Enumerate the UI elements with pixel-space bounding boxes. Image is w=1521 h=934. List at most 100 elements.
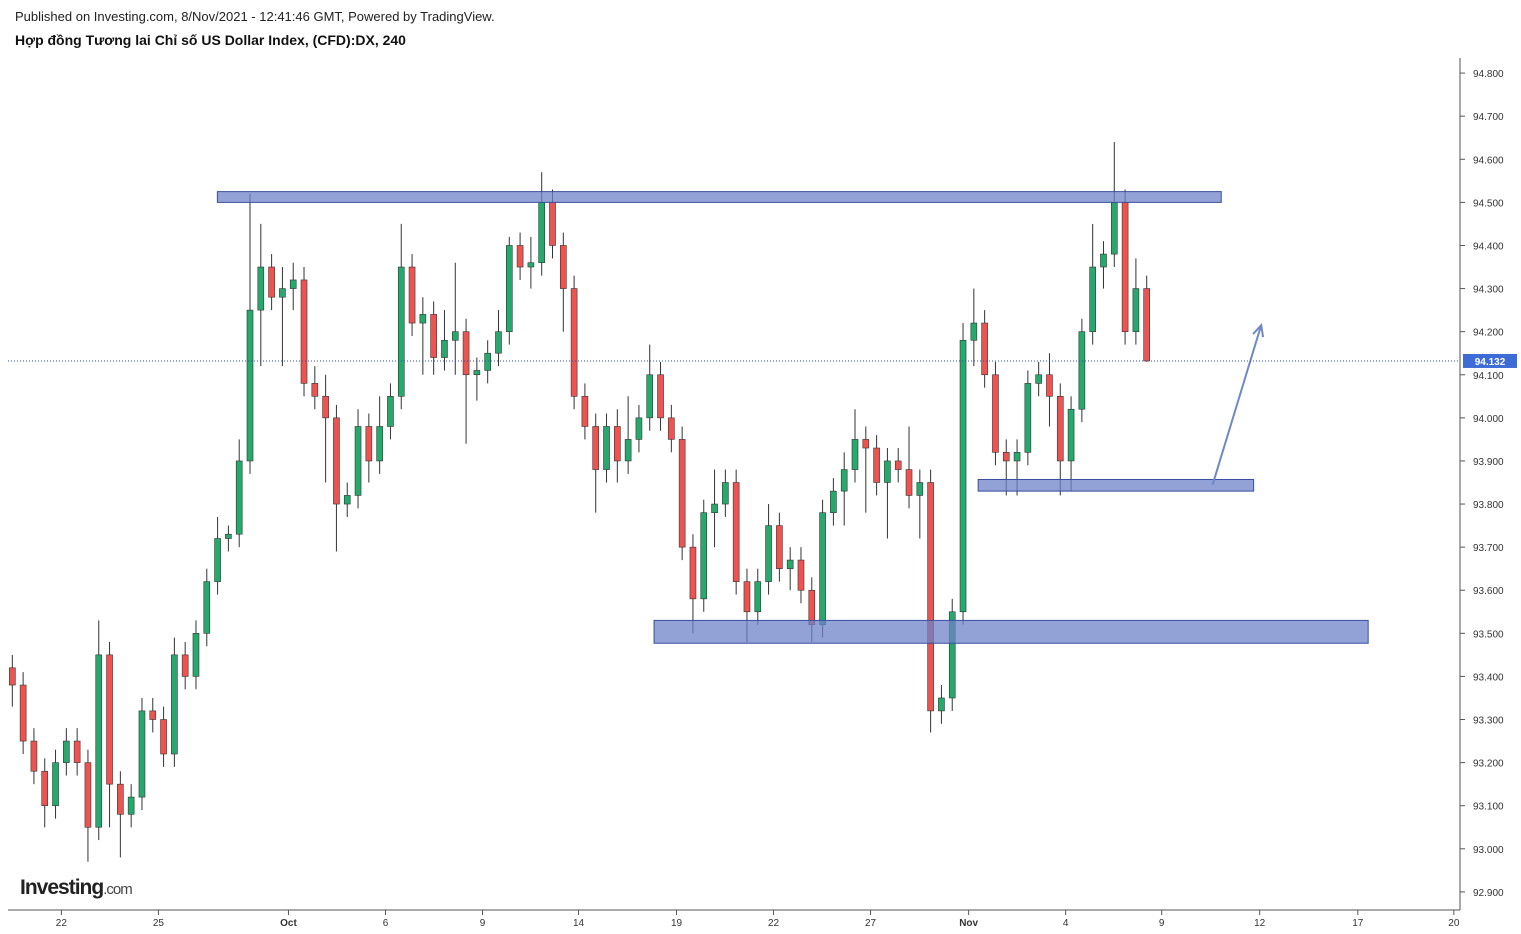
logo-suffix: .com xyxy=(103,881,132,898)
candle-body xyxy=(73,740,81,763)
candle-body xyxy=(235,460,243,535)
candle-body xyxy=(203,581,211,634)
candle-body xyxy=(1056,396,1064,462)
candle-body xyxy=(873,447,880,483)
candle-body xyxy=(549,202,556,246)
candle-body xyxy=(171,654,178,755)
candle-body xyxy=(365,426,373,462)
candle-body xyxy=(657,374,664,419)
candle-body xyxy=(776,525,783,569)
candle-body xyxy=(354,426,362,496)
candle-body xyxy=(127,796,135,815)
candle-body xyxy=(343,495,351,505)
x-tick-label: Oct xyxy=(280,918,297,929)
candle-body xyxy=(732,482,740,582)
candle-body xyxy=(765,525,772,582)
x-tick-label: 25 xyxy=(153,918,165,929)
x-tick-label: 19 xyxy=(671,918,683,929)
candle-body xyxy=(289,279,297,289)
candle-body xyxy=(1132,288,1140,332)
x-tick-label: 6 xyxy=(383,918,389,929)
y-tick-label: 93.200 xyxy=(1473,759,1504,770)
candle-body xyxy=(851,439,859,470)
candle-body xyxy=(106,654,113,785)
y-tick-label: 94.600 xyxy=(1473,155,1504,166)
x-tick-label: 12 xyxy=(1254,918,1266,929)
candle-body xyxy=(970,322,978,341)
candle-body xyxy=(300,279,308,384)
x-tick-label: 22 xyxy=(56,918,68,929)
zone xyxy=(977,478,1255,492)
candle-body xyxy=(387,396,394,427)
candle-body xyxy=(527,262,535,268)
logo-name: Investing xyxy=(20,876,103,899)
candle-body xyxy=(862,439,870,449)
candle-body xyxy=(117,783,124,815)
y-tick-label: 94.000 xyxy=(1473,414,1504,425)
candle-body xyxy=(462,331,470,376)
zone xyxy=(216,191,1222,203)
x-tick-label: 14 xyxy=(573,918,585,929)
candle-body xyxy=(279,288,286,298)
published-note: Published on Investing.com, 8/Nov/2021 -… xyxy=(15,9,495,24)
candle-body xyxy=(1002,452,1010,462)
x-tick-label: 20 xyxy=(1448,918,1460,929)
candle-body xyxy=(830,490,837,513)
y-tick-label: 94.400 xyxy=(1473,241,1504,252)
y-tick-label: 93.100 xyxy=(1473,802,1504,813)
y-tick-label: 93.400 xyxy=(1473,672,1504,683)
zone xyxy=(653,619,1369,644)
candle-body xyxy=(635,417,643,440)
candle-body xyxy=(333,417,340,505)
candle-body xyxy=(1046,374,1053,397)
candle-body xyxy=(268,266,275,298)
candle-body xyxy=(246,309,254,462)
candle-body xyxy=(884,460,891,483)
candle-body xyxy=(1110,202,1118,255)
candle-body xyxy=(722,482,729,505)
candle-body xyxy=(668,417,675,440)
candle-body xyxy=(419,314,427,324)
candle-body xyxy=(808,589,816,626)
candle-body xyxy=(614,426,621,462)
candle-body xyxy=(560,245,567,289)
candle-body xyxy=(819,512,826,626)
candle-body xyxy=(992,374,999,453)
y-tick-label: 94.300 xyxy=(1473,285,1504,296)
candle-body xyxy=(84,762,92,828)
arrow-head xyxy=(1252,323,1265,338)
candle-body xyxy=(894,460,902,470)
candle-body xyxy=(9,667,16,686)
candle-body xyxy=(938,697,945,712)
candle-body xyxy=(581,396,589,427)
x-tick-label: 22 xyxy=(768,918,780,929)
candle-body xyxy=(484,352,491,371)
candle-body xyxy=(689,546,697,600)
candle-body xyxy=(603,426,610,470)
candle-body xyxy=(225,533,232,539)
y-tick-label: 93.600 xyxy=(1473,586,1504,597)
candle-body xyxy=(678,439,686,548)
x-tick-label: Nov xyxy=(959,918,978,929)
candle-body xyxy=(948,611,956,699)
x-tick-label: 17 xyxy=(1352,918,1364,929)
arrow xyxy=(1211,324,1263,485)
candle-body xyxy=(63,740,70,763)
candle-body xyxy=(473,370,481,376)
y-tick-label: 93.000 xyxy=(1473,845,1504,856)
candle-body xyxy=(1143,288,1150,362)
candle-body xyxy=(192,633,200,677)
x-tick-label: 27 xyxy=(865,918,877,929)
y-tick-label: 93.900 xyxy=(1473,457,1504,468)
candle-body xyxy=(1078,331,1086,410)
y-tick-label: 92.900 xyxy=(1473,888,1504,899)
candle-body xyxy=(41,770,49,807)
candle-body xyxy=(322,396,329,419)
candle-body xyxy=(1121,202,1129,332)
candle-body xyxy=(1035,374,1042,384)
y-tick-label: 94.500 xyxy=(1473,198,1504,209)
chart-title: Hợp đồng Tương lai Chỉ số US Dollar Inde… xyxy=(15,32,406,48)
x-tick-label: 9 xyxy=(1159,918,1165,929)
